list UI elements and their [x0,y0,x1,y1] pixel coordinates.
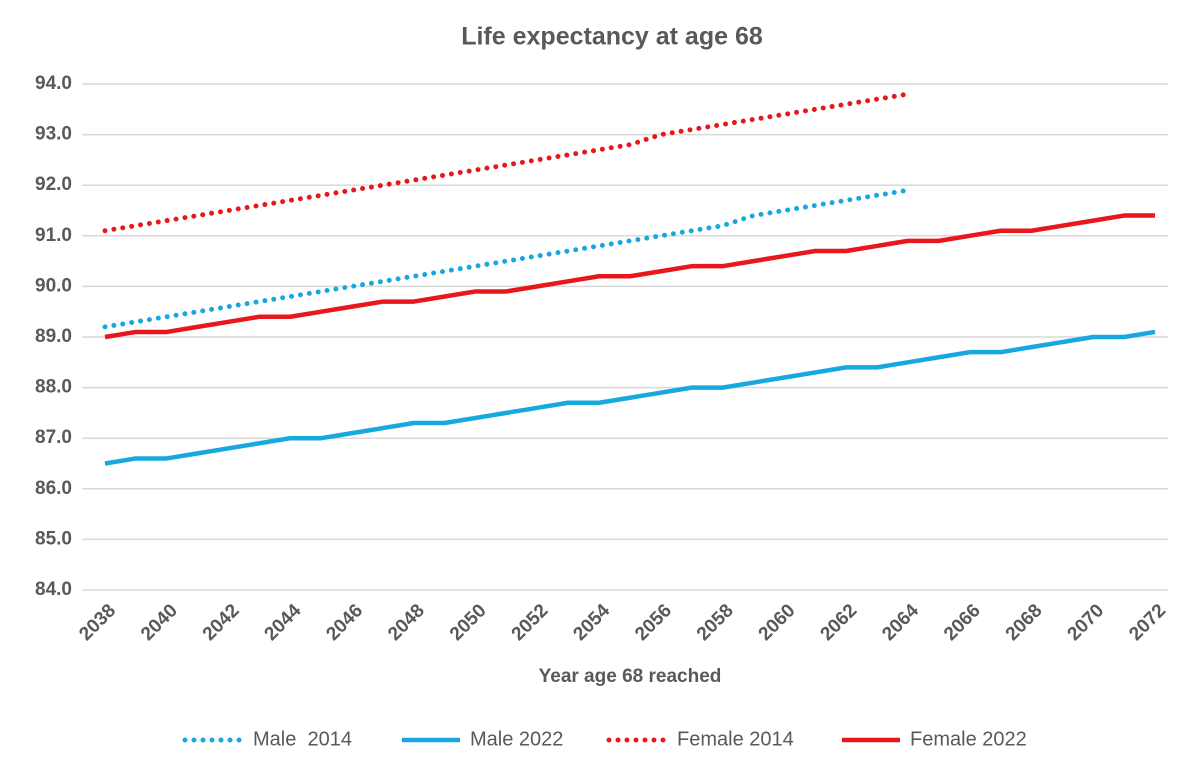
y-tick-label: 92.0 [35,174,72,195]
x-tick-label: 2056 [631,600,676,645]
y-tick-label: 86.0 [35,478,72,499]
x-tick-label: 2062 [817,600,862,645]
y-tick-label: 90.0 [35,275,72,296]
x-tick-label: 2060 [755,600,800,645]
line-series [102,91,911,234]
y-tick-label: 89.0 [35,326,72,347]
x-tick-label: 2042 [199,600,244,645]
y-tick-label: 84.0 [35,579,72,600]
line-series [102,187,911,330]
y-tick-label: 94.0 [35,73,72,94]
y-tick-label: 91.0 [35,225,72,246]
legend-label: Female 2014 [677,728,794,750]
legend-label: Female 2022 [910,728,1027,750]
x-tick-label: 2070 [1064,600,1109,645]
x-tick-label: 2046 [322,600,367,645]
x-tick-label: 2068 [1002,600,1047,645]
chart-title: Life expectancy at age 68 [461,23,763,51]
legend-label: Male 2014 [253,728,352,750]
x-tick-label: 2066 [940,600,985,645]
x-tick-label: 2038 [75,600,120,645]
line-series [104,213,1155,340]
x-tick-label: 2050 [446,600,491,645]
y-tick-label: 88.0 [35,377,72,398]
y-tick-label: 87.0 [35,427,72,448]
x-tick-label: 2054 [569,600,614,645]
x-tick-label: 2058 [693,600,738,645]
x-tick-label: 2072 [1125,600,1170,645]
y-tick-label: 85.0 [35,528,72,549]
x-tick-label: 2048 [384,600,429,645]
line-series [104,329,1156,466]
x-tick-label: 2064 [878,600,923,645]
x-tick-label: 2044 [261,600,306,645]
x-tick-label: 2040 [137,600,182,645]
x-axis-title: Year age 68 reached [539,666,722,687]
y-tick-label: 93.0 [35,124,72,145]
x-tick-label: 2052 [508,600,553,645]
legend-label: Male 2022 [470,728,563,750]
